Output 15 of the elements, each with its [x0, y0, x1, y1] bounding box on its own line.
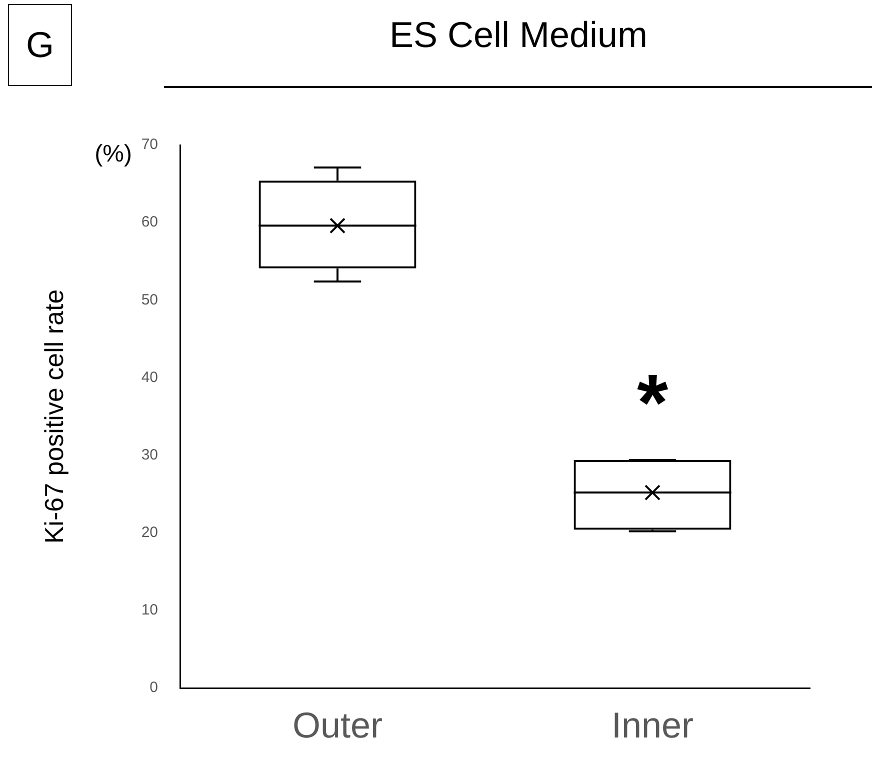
y-tick-label: 40: [141, 368, 158, 386]
y-tick-label: 60: [141, 214, 158, 231]
x-tick-label: Outer: [292, 704, 383, 746]
x-tick-label: Inner: [611, 704, 694, 746]
panel-label: G: [8, 4, 72, 86]
text: (%): [94, 140, 132, 168]
y-axis-title: Ki-67 positive cell rate: [38, 289, 69, 544]
y-tick-label: 50: [141, 291, 158, 308]
y-tick-label: 0: [150, 679, 158, 696]
chart-title: ES Cell Medium: [388, 14, 649, 56]
y-tick-label: 20: [141, 524, 158, 541]
annotation: *: [636, 358, 669, 448]
y-tick-label: 30: [141, 446, 158, 464]
y-tick-label: 70: [141, 136, 158, 154]
y-tick-label: 10: [141, 602, 158, 619]
